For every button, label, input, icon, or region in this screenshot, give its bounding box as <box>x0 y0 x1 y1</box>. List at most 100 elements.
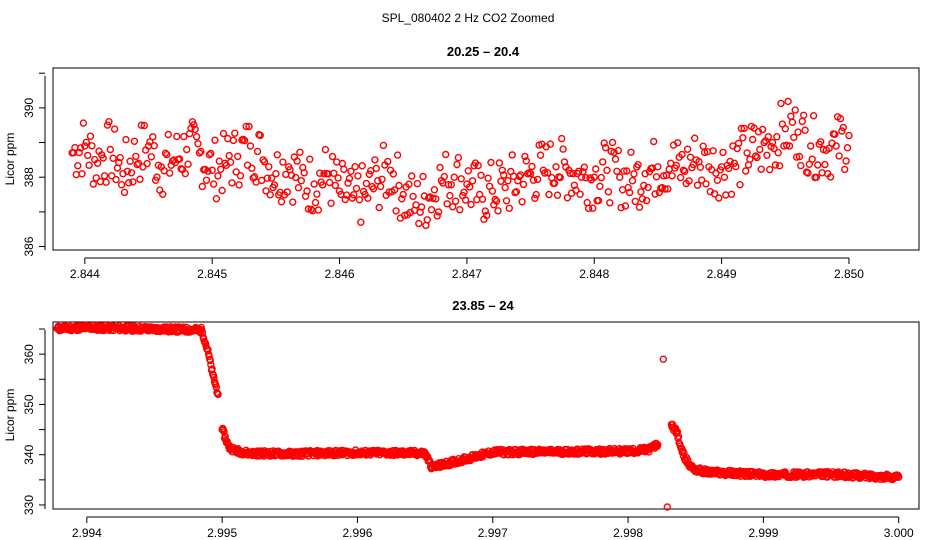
data-point <box>821 160 829 169</box>
data-point <box>604 188 613 196</box>
data-point <box>233 152 242 161</box>
figure-title: SPL_080402 2 Hz CO2 Zoomed <box>382 11 555 25</box>
data-point <box>85 161 93 169</box>
data-point <box>760 138 768 147</box>
data-point <box>474 161 482 170</box>
data-point <box>635 203 644 211</box>
data-point <box>698 176 706 184</box>
data-point <box>273 151 281 159</box>
data-point <box>443 200 451 208</box>
y-tick-label: 340 <box>22 444 36 464</box>
data-point <box>541 169 549 177</box>
data-point <box>685 177 693 185</box>
data-point <box>456 205 464 214</box>
data-point <box>702 180 710 188</box>
data-point <box>351 162 359 171</box>
data-point <box>631 197 639 206</box>
data-point <box>334 174 342 182</box>
data-point <box>320 169 328 178</box>
data-point <box>369 185 378 193</box>
data-point <box>122 135 130 144</box>
data-point <box>739 134 747 142</box>
data-point <box>328 152 337 161</box>
data-point <box>563 194 572 202</box>
data-point <box>389 170 397 178</box>
data-point <box>195 149 204 157</box>
data-point <box>477 171 485 180</box>
data-point <box>218 186 226 195</box>
data-point <box>158 190 167 199</box>
data-point <box>726 157 734 166</box>
data-point <box>826 173 835 181</box>
data-point <box>794 128 802 136</box>
data-point <box>372 164 380 173</box>
x-tick-label: 2.998 <box>613 526 643 540</box>
data-point <box>543 169 552 177</box>
data-point <box>478 195 487 203</box>
data-point <box>82 138 91 147</box>
data-point <box>314 206 322 214</box>
data-point <box>665 165 673 173</box>
data-point <box>734 139 743 148</box>
data-point <box>154 161 163 170</box>
data-point <box>265 163 273 171</box>
data-point <box>140 121 149 130</box>
data-point <box>110 125 119 133</box>
data-point <box>263 174 272 182</box>
data-point <box>570 181 579 190</box>
data-point <box>292 173 300 182</box>
data-point <box>652 173 661 181</box>
data-point <box>546 140 555 148</box>
data-point <box>127 169 136 177</box>
data-point <box>338 159 347 168</box>
data-point <box>181 169 190 178</box>
data-point <box>841 165 849 174</box>
data-point <box>126 157 134 165</box>
data-point <box>620 167 628 175</box>
data-point <box>894 471 902 480</box>
data-point <box>481 207 489 215</box>
data-point <box>600 139 608 147</box>
data-point <box>613 167 621 176</box>
data-point <box>812 173 821 182</box>
data-point <box>623 167 631 175</box>
data-point <box>533 175 542 184</box>
data-point <box>553 191 562 199</box>
data-point <box>801 126 809 134</box>
data-point <box>173 132 181 141</box>
data-point <box>347 167 355 176</box>
data-point <box>785 142 794 150</box>
data-point <box>751 152 760 160</box>
data-point <box>175 155 184 163</box>
data-point <box>393 151 402 159</box>
data-point <box>307 205 315 214</box>
data-point <box>519 180 528 189</box>
data-point <box>740 124 748 133</box>
data-point <box>248 164 256 172</box>
data-point <box>453 160 461 169</box>
data-point <box>446 191 454 200</box>
data-point <box>190 121 198 129</box>
data-point <box>498 166 506 175</box>
data-point <box>236 171 245 180</box>
data-point <box>311 198 320 207</box>
data-point <box>648 164 656 172</box>
data-point <box>668 172 676 180</box>
data-point <box>116 153 124 162</box>
data-point <box>78 170 86 178</box>
data-point <box>340 165 348 174</box>
data-point <box>399 190 407 199</box>
data-point <box>83 151 92 160</box>
data-point <box>75 148 83 157</box>
data-point <box>681 167 689 176</box>
data-point <box>297 176 305 185</box>
data-point <box>413 179 422 188</box>
data-point <box>163 150 171 159</box>
data-point <box>229 136 238 145</box>
data-point <box>213 390 222 398</box>
data-point <box>500 171 508 179</box>
x-tick-label: 2.850 <box>834 267 864 281</box>
bottom-panel-title: 23.85 – 24 <box>452 298 514 313</box>
top-y-axis-label: Licor ppm <box>3 133 17 186</box>
